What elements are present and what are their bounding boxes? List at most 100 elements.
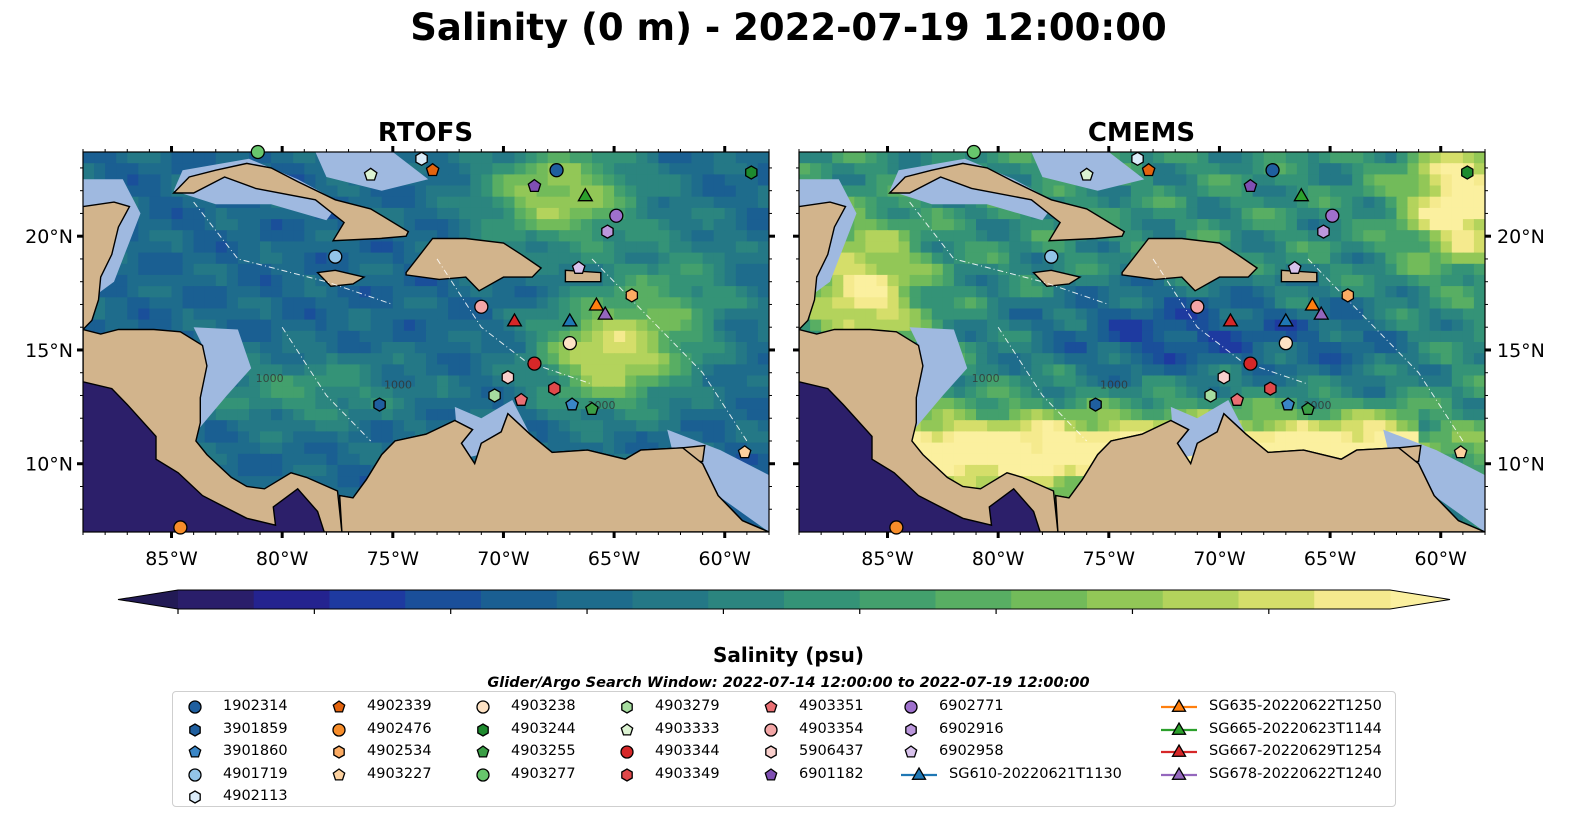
colorbar-tick-label: 36.9 — [1111, 619, 1153, 620]
pacific-ocean — [799, 381, 1041, 532]
legend-label: 4902476 — [367, 720, 432, 737]
legend-label: 4903277 — [511, 765, 576, 782]
platform-marker-SG610-20220621T1130 — [1277, 312, 1294, 327]
platform-marker-4903344 — [527, 356, 542, 371]
legend-label: 4903244 — [511, 720, 576, 737]
platform-marker-6902916 — [1317, 224, 1330, 239]
legend-marker-circle — [764, 722, 778, 737]
contour-label: 1000 — [256, 372, 284, 385]
legend-marker-pentagon — [188, 745, 202, 758]
platform-marker-4903277 — [250, 144, 265, 160]
legend-marker-hexagon — [621, 767, 633, 782]
legend-marker-pentagon — [904, 745, 918, 758]
legend-marker-circle — [476, 700, 490, 714]
platform-marker-4903255 — [1301, 401, 1315, 416]
lat-tick-label: 15°N — [25, 340, 73, 362]
platform-marker-4903279 — [488, 388, 501, 403]
legend-marker-circle — [476, 767, 490, 782]
land-jamaica — [316, 269, 366, 288]
platform-marker-4903354 — [474, 299, 489, 314]
legend-marker-circle — [188, 700, 202, 714]
legend-label: 6902771 — [939, 698, 1004, 714]
platform-marker-3901859 — [1089, 397, 1102, 412]
legend-label: 6901182 — [799, 765, 864, 782]
pacific-ocean — [83, 381, 325, 532]
lon-tick-label: 60°W — [699, 548, 752, 570]
platform-marker-4903238 — [1278, 335, 1293, 351]
platform-marker-SG678-20220622T1240 — [1313, 305, 1330, 320]
legend: 1902314 3901859 3901860 4901719 4902113 49023… — [172, 691, 1396, 807]
platform-marker-4903354 — [1190, 299, 1205, 314]
platform-marker-6901182 — [1243, 178, 1258, 193]
map-panels: 1000 1000 1000 85°W 80°W 75°W 70°W 65°W 60°W 20°N… — [25, 144, 1545, 620]
platform-marker-6902771 — [609, 208, 624, 223]
legend-marker-pentagon — [332, 700, 346, 713]
platform-marker-4903255 — [585, 401, 599, 416]
legend-marker-pentagon — [764, 767, 778, 781]
legend-label: SG678-20220622T1240 — [1209, 765, 1382, 782]
platform-marker-4901719 — [1044, 249, 1059, 264]
platform-marker-SG665-20220623T1144 — [1293, 187, 1310, 202]
colorbar: 35.5 35.7 35.9 36.1 36.3 36.5 36.7 36.9 37.1 — [117, 589, 1451, 620]
lat-tick-label: 10°N — [25, 454, 73, 476]
colorbar-tick-label: 37.1 — [1248, 619, 1290, 620]
platform-marker-6902771 — [1325, 208, 1340, 223]
legend-marker-pentagon — [764, 700, 778, 713]
legend-label: 4903349 — [655, 765, 720, 782]
legend-label: 4902534 — [367, 743, 432, 759]
contour-label: 1000 — [1100, 379, 1128, 392]
platform-marker-3901860 — [565, 397, 579, 411]
colorbar-tick-label: 35.7 — [293, 619, 335, 620]
legend-marker-hexagon — [477, 722, 489, 737]
platform-marker-4901719 — [328, 249, 343, 264]
lon-tick-label: 60°W — [1415, 548, 1468, 570]
lon-tick-label: 75°W — [1083, 548, 1136, 570]
legend-marker-circle — [332, 722, 346, 737]
platform-marker-6902916 — [601, 224, 614, 239]
platform-marker-4902476 — [889, 520, 904, 535]
legend-label: 6902916 — [939, 720, 1004, 737]
lon-tick-label: 65°W — [588, 548, 641, 570]
land-centralAmerica — [83, 328, 343, 532]
legend-marker-hexagon — [189, 790, 201, 804]
legend-marker-triangle-line — [1171, 743, 1187, 757]
platform-marker-4903351 — [514, 392, 529, 406]
platform-marker-3901860 — [1281, 397, 1295, 411]
lon-tick-label: 75°W — [367, 548, 420, 570]
platform-marker-SG665-20220623T1144 — [577, 187, 594, 202]
lon-tick-label: 80°W — [972, 548, 1025, 570]
legend-marker-pentagon — [620, 722, 634, 736]
colorbar-tick-label: 36.5 — [839, 619, 881, 620]
panel-title-rtofs: RTOFS — [377, 118, 474, 148]
legend-marker-triangle-line — [1171, 698, 1187, 712]
platform-marker-4903244 — [1461, 165, 1474, 180]
land-yucatan — [799, 201, 847, 331]
legend-label: 5906437 — [799, 743, 864, 759]
legend-marker-circle — [188, 767, 202, 782]
platform-marker-3901859 — [373, 397, 386, 412]
land-yucatan — [83, 201, 131, 331]
platform-marker-4903333 — [363, 167, 378, 181]
legend-marker-pentagon — [476, 745, 490, 758]
lon-tick-label: 70°W — [1193, 548, 1246, 570]
land-hispaniola — [405, 237, 543, 292]
platform-marker-4903349 — [548, 381, 561, 396]
platform-marker-SG635-20220622T1250 — [1304, 296, 1321, 311]
legend-label: 4902339 — [367, 698, 432, 714]
legend-label: SG610-20220621T1130 — [949, 765, 1122, 782]
legend-marker-circle — [620, 745, 634, 759]
platform-marker-5906437 — [1217, 370, 1231, 385]
legend-label: 4902113 — [223, 788, 288, 804]
figure-title: Salinity (0 m) - 2022-07-19 12:00:00 — [410, 6, 1167, 49]
panel-title-cmems: CMEMS — [1087, 118, 1196, 148]
legend-label: 6902958 — [939, 743, 1004, 759]
platform-marker-4903333 — [1079, 167, 1094, 181]
platform-marker-SG667-20220629T1254 — [1222, 312, 1239, 327]
legend-label: 4903279 — [655, 698, 720, 714]
land-hispaniola — [1121, 237, 1259, 292]
legend-label: 1902314 — [223, 698, 288, 714]
platform-marker-4902113 — [1131, 151, 1144, 167]
legend-label: 3901860 — [223, 743, 288, 759]
platform-marker-4903344 — [1243, 356, 1258, 371]
